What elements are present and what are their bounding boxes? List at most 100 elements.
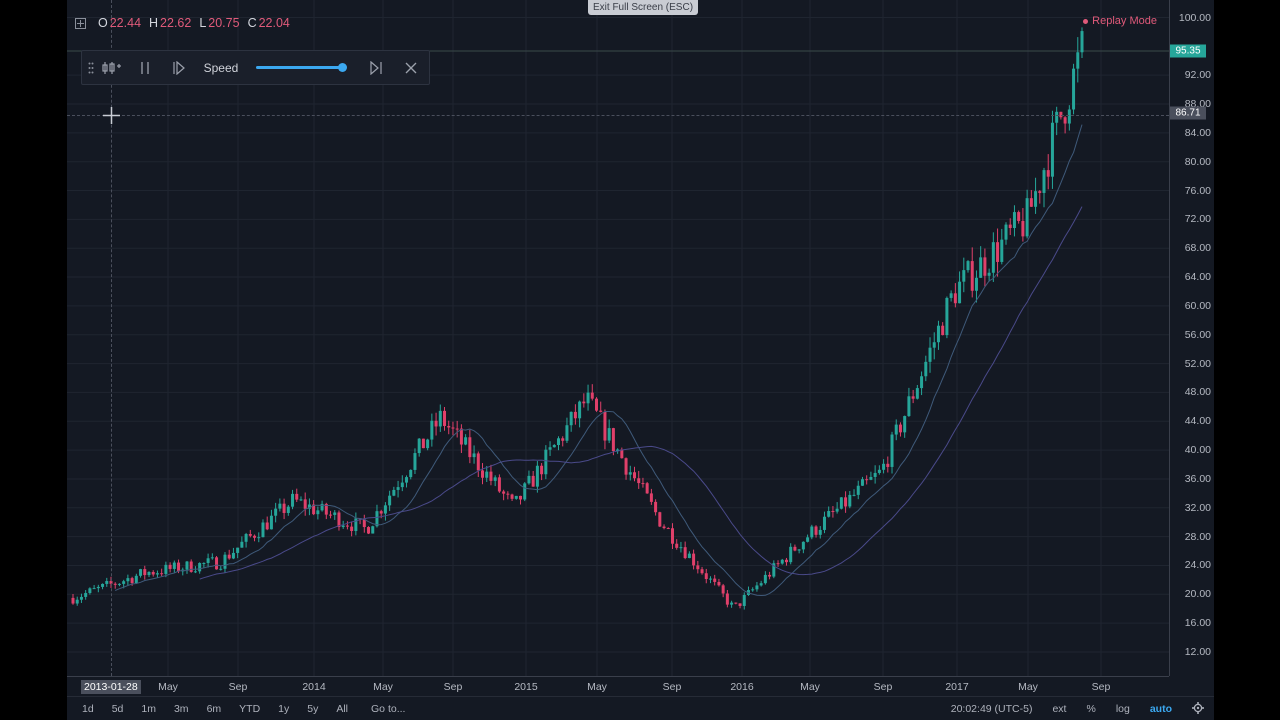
candle-body	[949, 293, 953, 298]
range-button-1y[interactable]: 1y	[278, 702, 290, 715]
log-scale-toggle[interactable]: log	[1115, 703, 1130, 715]
range-button-1d[interactable]: 1d	[82, 702, 94, 715]
candle-body	[713, 578, 717, 582]
candle-body	[924, 361, 928, 377]
exit-fullscreen-button[interactable]: Exit Full Screen (ESC)	[588, 0, 699, 15]
replay-toolbar: Speed	[81, 50, 430, 85]
select-bar-icon[interactable]	[98, 50, 127, 85]
candle-body	[780, 559, 784, 564]
close-value: 22.04	[258, 16, 290, 30]
candle-body	[755, 585, 759, 590]
candle-body	[354, 518, 358, 532]
open-value: 22.44	[109, 16, 142, 30]
drag-handle-icon[interactable]	[84, 50, 98, 85]
jump-to-end-icon	[370, 60, 382, 75]
candle-body	[544, 449, 548, 475]
candle-body	[586, 392, 590, 404]
candle-body	[734, 602, 738, 604]
candle-body	[814, 526, 818, 535]
current-price-tag: 95.35	[1170, 44, 1206, 58]
candle-body	[996, 242, 1000, 262]
candle-body	[789, 546, 793, 563]
speed-slider[interactable]	[256, 63, 347, 72]
chart-window: 100.00 92.00 88.00 84.00 80.00 76.00 72.00 68.0…	[67, 0, 1214, 720]
auto-scale-toggle[interactable]: auto	[1149, 703, 1172, 715]
candle-body	[379, 511, 383, 514]
price-tick-label: 68.00	[1184, 242, 1211, 255]
price-tick-label: 76.00	[1184, 184, 1211, 197]
extended-hours-toggle[interactable]: ext	[1052, 703, 1067, 715]
pause-button[interactable]	[127, 50, 162, 85]
jump-to-end-button[interactable]	[359, 50, 394, 85]
candle-body	[700, 569, 704, 574]
price-tick-label: 72.00	[1184, 213, 1211, 226]
price-axis[interactable]: 100.00 92.00 88.00 84.00 80.00 76.00 72.00 68.0…	[1169, 0, 1214, 676]
range-button-ytd[interactable]: YTD	[239, 702, 261, 715]
moving-average-slow-line	[199, 206, 1083, 580]
range-button-3m[interactable]: 3m	[173, 702, 189, 715]
candle-body	[801, 541, 805, 550]
candle-body	[405, 477, 409, 483]
price-tick-label: 32.00	[1184, 501, 1211, 514]
candle-body	[725, 593, 729, 605]
candle-body	[730, 602, 734, 605]
candle-body	[890, 434, 894, 467]
candle-body	[278, 503, 282, 509]
bottom-right-controls: 20:02:49 (UTC-5) ext % log auto	[941, 697, 1214, 720]
range-button-6m[interactable]: 6m	[206, 702, 222, 715]
candle-body	[481, 470, 485, 478]
range-button-5y[interactable]: 5y	[307, 702, 319, 715]
candle-body	[1038, 191, 1042, 193]
candle-body	[236, 547, 240, 553]
candle-body	[1080, 31, 1084, 53]
candle-body	[1042, 170, 1046, 193]
candle-body	[291, 493, 295, 507]
candle-body	[155, 573, 159, 575]
range-button-1m[interactable]: 1m	[141, 702, 156, 715]
candle-body	[1072, 68, 1076, 110]
candle-body	[1021, 220, 1025, 237]
range-button-5d[interactable]: 5d	[111, 702, 124, 715]
candle-body	[122, 581, 126, 584]
candle-body	[383, 505, 387, 514]
candle-body	[75, 599, 79, 604]
price-tick-label: 64.00	[1184, 271, 1211, 284]
candle-body	[126, 578, 130, 582]
candle-body	[244, 534, 248, 542]
price-plot[interactable]	[67, 0, 1169, 676]
candle-body	[375, 511, 379, 527]
candle-body	[502, 491, 506, 494]
time-tick-label: Sep	[662, 681, 682, 693]
goto-date-button[interactable]: Go to...	[371, 702, 406, 715]
candle-body	[134, 575, 138, 584]
candle-body	[223, 554, 227, 569]
candle-body	[350, 526, 354, 532]
candle-body	[928, 347, 932, 362]
candle-body	[869, 476, 873, 480]
speed-slider-knob[interactable]	[337, 63, 347, 72]
crosshair-price-tag: 86.71	[1170, 106, 1206, 120]
candle-body	[202, 562, 206, 564]
candle-body	[810, 526, 814, 538]
time-tick-label: May	[1018, 681, 1038, 693]
candle-body	[193, 571, 197, 573]
candle-body	[430, 420, 434, 440]
moving-average-fast-line	[115, 124, 1083, 597]
range-button-all[interactable]: All	[336, 702, 349, 715]
candle-body	[907, 396, 911, 417]
candle-body	[409, 469, 413, 478]
candle-body	[561, 438, 565, 441]
percent-scale-toggle[interactable]: %	[1086, 703, 1096, 715]
candle-body	[257, 537, 261, 539]
step-forward-button[interactable]	[162, 50, 195, 85]
add-indicator-icon[interactable]	[75, 17, 86, 29]
candle-body	[717, 581, 721, 586]
crosshair-vertical-line	[111, 0, 112, 676]
price-tick-label: 12.00	[1184, 645, 1211, 658]
candle-body	[979, 257, 983, 278]
close-replay-button[interactable]	[394, 50, 429, 85]
time-axis[interactable]: 2013-01-28 May Sep 2014 May Sep 2015 May Sep 201…	[67, 676, 1169, 696]
candle-body	[877, 469, 881, 473]
price-tick-label: 44.00	[1184, 415, 1211, 428]
settings-gear-icon[interactable]	[1182, 701, 1214, 717]
